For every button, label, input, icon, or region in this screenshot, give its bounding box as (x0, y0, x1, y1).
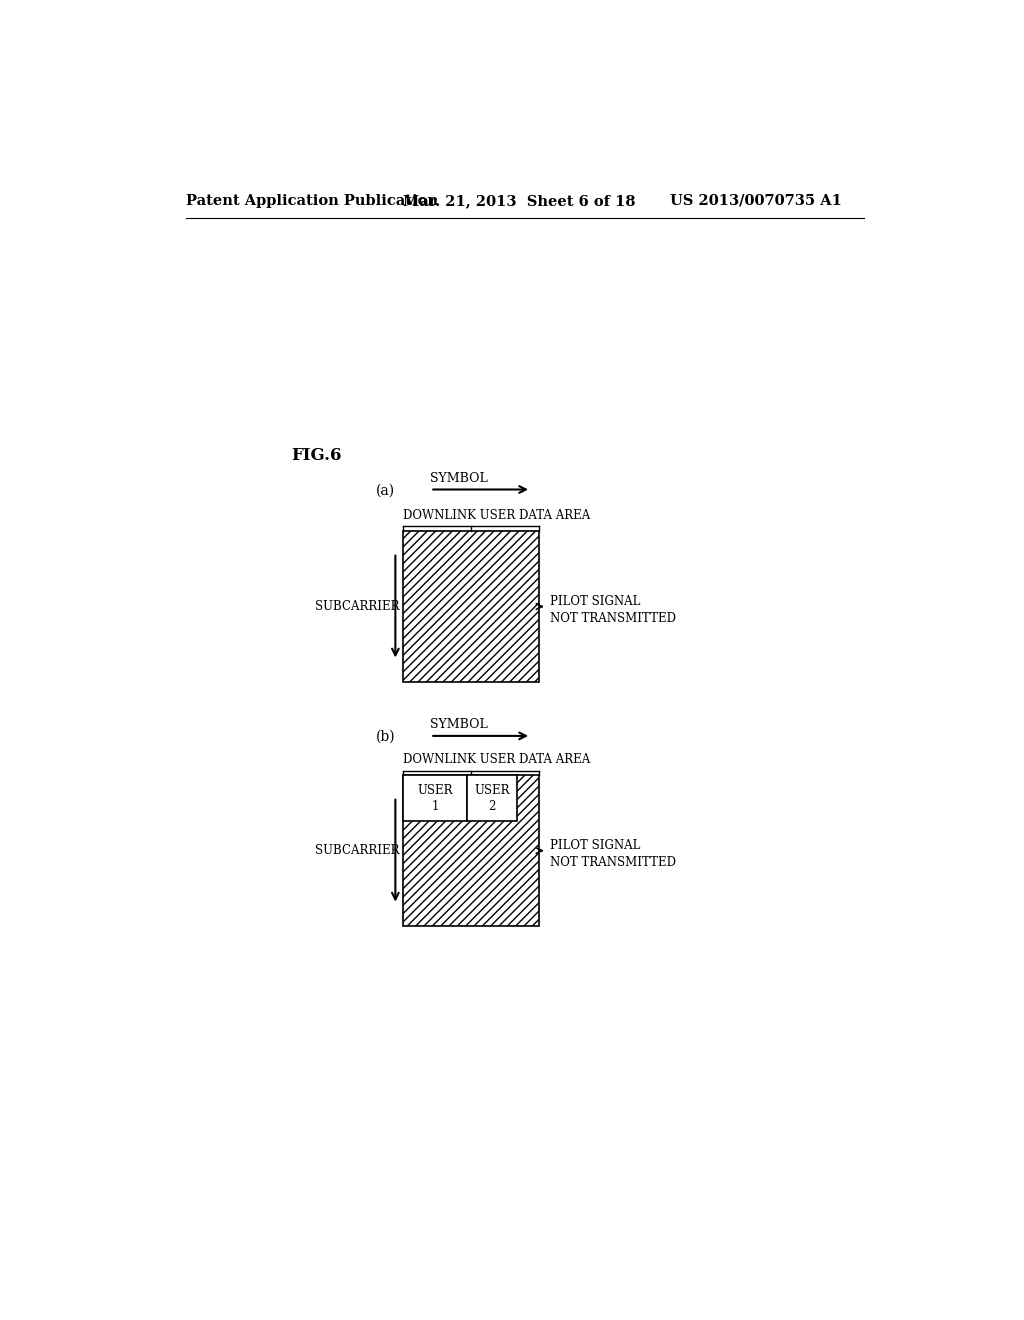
Text: PILOT SIGNAL
NOT TRANSMITTED: PILOT SIGNAL NOT TRANSMITTED (550, 840, 677, 869)
Text: Mar. 21, 2013  Sheet 6 of 18: Mar. 21, 2013 Sheet 6 of 18 (403, 194, 636, 207)
Bar (467, 775, 517, 821)
Text: (a): (a) (376, 483, 395, 498)
Text: SUBCARRIER: SUBCARRIER (314, 843, 399, 857)
Text: Patent Application Publication: Patent Application Publication (186, 194, 438, 207)
Text: DOWNLINK USER DATA AREA: DOWNLINK USER DATA AREA (403, 752, 591, 766)
Text: FIG.6: FIG.6 (291, 447, 341, 465)
Bar (403, 775, 539, 927)
Text: DOWNLINK USER DATA AREA: DOWNLINK USER DATA AREA (403, 508, 591, 521)
Text: USER
1: USER 1 (417, 784, 453, 813)
Text: PILOT SIGNAL
NOT TRANSMITTED: PILOT SIGNAL NOT TRANSMITTED (550, 595, 677, 624)
Text: (b): (b) (376, 730, 395, 743)
Bar (403, 775, 467, 821)
Text: SUBCARRIER: SUBCARRIER (314, 601, 399, 612)
Text: USER
2: USER 2 (474, 784, 510, 813)
Text: SYMBOL: SYMBOL (430, 718, 488, 731)
Text: SYMBOL: SYMBOL (430, 471, 488, 484)
Bar (403, 531, 539, 682)
Text: US 2013/0070735 A1: US 2013/0070735 A1 (671, 194, 843, 207)
